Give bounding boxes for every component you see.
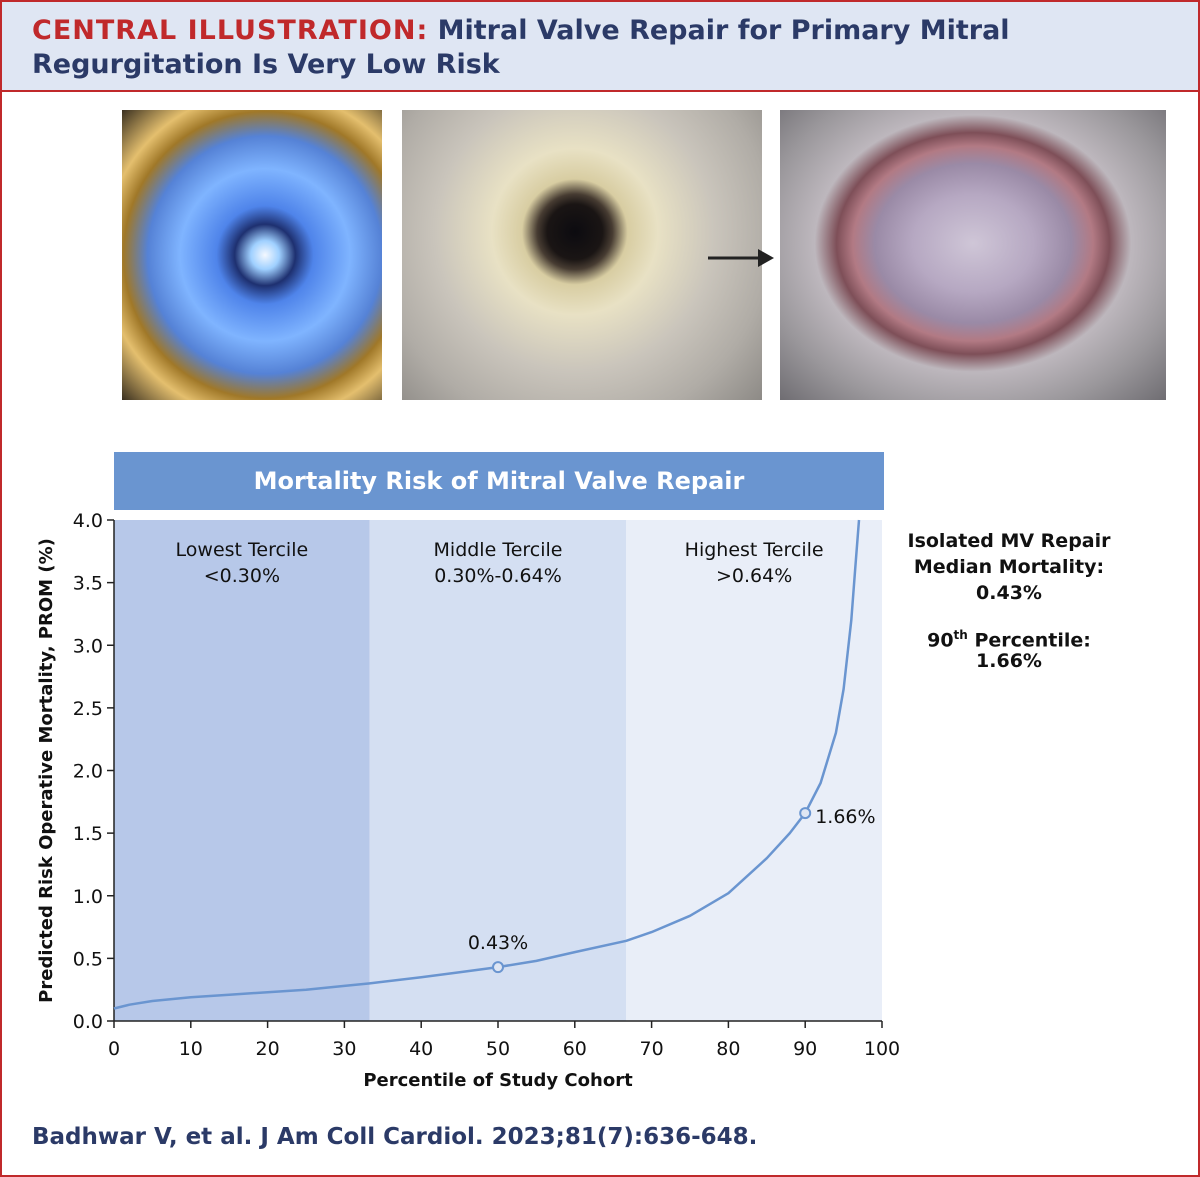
y-axis-title: Predicted Risk Operative Mortality, PROM… [36, 538, 57, 1003]
y-tick-label: 0.0 [73, 1011, 103, 1033]
chart-title: Mortality Risk of Mitral Valve Repair [114, 452, 884, 510]
annotation-point [799, 807, 812, 820]
percentile-90-label: 90th Percentile: [900, 622, 1118, 653]
highest-tercile-band [626, 520, 882, 1021]
x-tick-label: 0 [108, 1038, 120, 1060]
middle-tercile-label: Middle Tercile [434, 539, 563, 561]
median-mortality-value: 0.43% [976, 582, 1042, 604]
x-tick-label: 70 [640, 1038, 664, 1060]
lowest-tercile-band [114, 520, 370, 1021]
lowest-tercile-range: <0.30% [204, 565, 280, 587]
y-tick-label: 2.0 [73, 761, 103, 783]
x-tick-label: 60 [563, 1038, 587, 1060]
x-axis-title: Percentile of Study Cohort [363, 1070, 633, 1091]
prom-curve-line [113, 519, 861, 1010]
percentile-90-word: Percentile: [967, 629, 1091, 652]
middle-tercile-band [369, 520, 627, 1021]
mitral-valve-after-repair-image [780, 110, 1166, 400]
x-tick-label: 40 [409, 1038, 433, 1060]
figure-title: CENTRAL ILLUSTRATION: Mitral Valve Repai… [32, 14, 1162, 82]
x-tick-label: 90 [793, 1038, 817, 1060]
mitral-valve-before-repair-image [402, 110, 762, 400]
header-bar: CENTRAL ILLUSTRATION: Mitral Valve Repai… [2, 2, 1198, 92]
x-tick-label: 100 [864, 1038, 900, 1060]
percentile-90-suffix: th [953, 628, 968, 642]
annotation-point [492, 961, 504, 974]
median-mortality-label: Isolated MV Repair Median Mortality: [907, 530, 1111, 578]
right-arrow-icon [708, 249, 774, 267]
y-tick-label: 2.5 [73, 698, 103, 720]
title-text: Mitral Valve Repair for Primary Mitral R… [32, 15, 1010, 80]
highest-tercile-range: >0.64% [716, 565, 792, 587]
y-tick-label: 3.5 [73, 573, 103, 595]
annotation-label: 0.43% [468, 932, 528, 954]
y-tick-label: 0.5 [73, 948, 103, 970]
y-tick-label: 3.0 [73, 635, 103, 657]
highest-tercile-label: Highest Tercile [685, 539, 824, 561]
y-tick-label: 1.0 [73, 886, 103, 908]
x-tick-label: 50 [486, 1038, 510, 1060]
x-tick-label: 20 [256, 1038, 280, 1060]
echocardiogram-image [122, 110, 382, 400]
annotation-label: 1.66% [815, 806, 875, 828]
percentile-90-number: 90 [927, 629, 954, 652]
x-tick-label: 30 [332, 1038, 356, 1060]
y-tick-label: 4.0 [73, 510, 103, 532]
citation: Badhwar V, et al. J Am Coll Cardiol. 202… [32, 1124, 758, 1150]
y-tick-label: 1.5 [73, 823, 103, 845]
central-illustration-label: CENTRAL ILLUSTRATION: [32, 15, 429, 46]
middle-tercile-range: 0.30%-0.64% [434, 565, 562, 587]
x-tick-label: 10 [179, 1038, 203, 1060]
lowest-tercile-label: Lowest Tercile [176, 539, 309, 561]
mortality-risk-chart: Lowest Tercile <0.30% Middle Tercile 0.30%-… [36, 510, 900, 1091]
x-tick-label: 80 [716, 1038, 740, 1060]
percentile-90-value: 1.66% [976, 650, 1042, 672]
